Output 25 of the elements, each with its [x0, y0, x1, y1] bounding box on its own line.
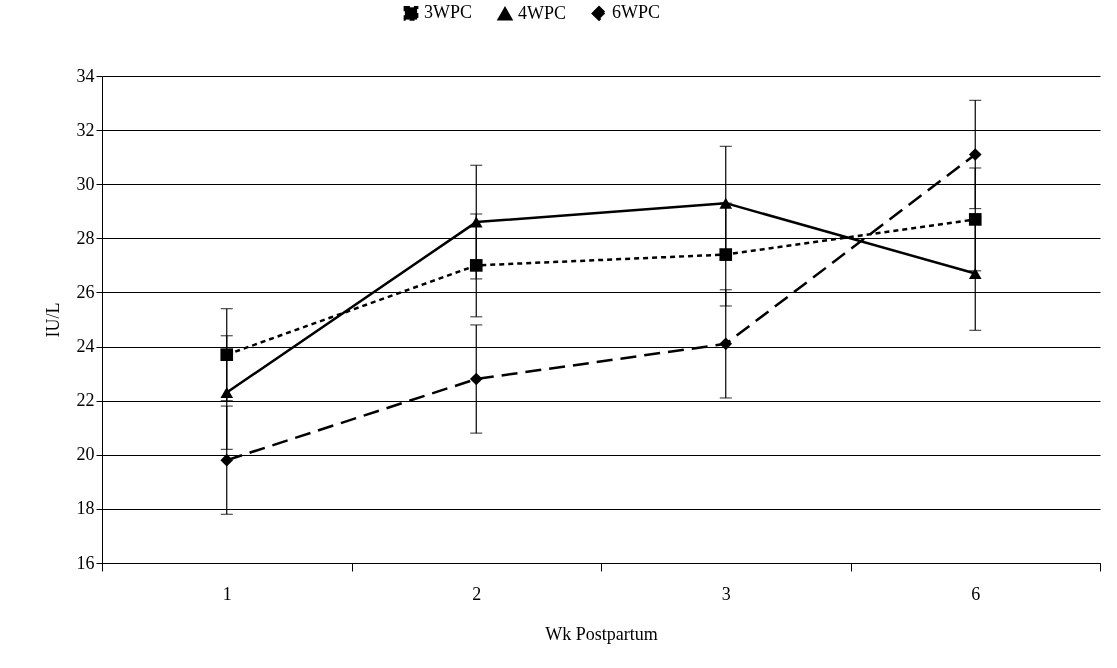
point	[220, 348, 234, 361]
legend-label: 6WPC	[612, 2, 661, 23]
y-tick-label: 22	[76, 390, 95, 411]
point	[968, 213, 982, 226]
y-tick-label: 34	[76, 65, 95, 86]
x-tick-label: 3	[721, 583, 731, 604]
x-axis-title: Wk Postpartum	[545, 623, 658, 644]
y-tick-label: 30	[76, 173, 95, 194]
point	[469, 372, 483, 386]
x-tick-label: 1	[222, 583, 232, 604]
y-tick-label: 20	[76, 444, 95, 465]
y-tick-label: 18	[76, 498, 95, 519]
point	[469, 259, 483, 272]
point	[469, 216, 483, 228]
y-tick-label: 32	[76, 119, 95, 140]
legend-label: 3WPC	[424, 2, 473, 23]
y-axis-title: IU/L	[42, 302, 63, 338]
y-tick-label: 24	[76, 336, 95, 357]
y-tick-label: 28	[76, 227, 95, 248]
x-tick-label: 6	[971, 583, 981, 604]
x-tick-label: 2	[472, 583, 482, 604]
legend-label: 4WPC	[518, 2, 567, 23]
point	[968, 148, 982, 161]
y-tick-label: 16	[76, 552, 95, 573]
y-tick-label: 26	[76, 281, 95, 302]
